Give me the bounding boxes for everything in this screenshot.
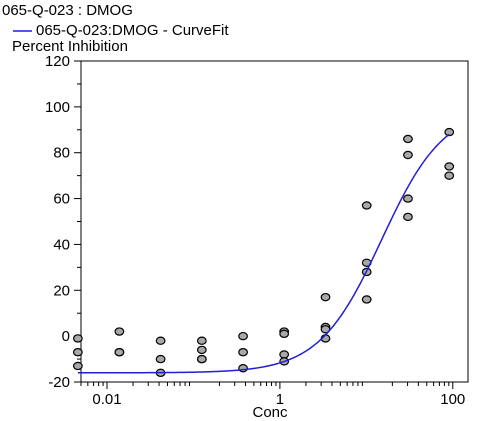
data-point (196, 345, 207, 355)
x-tick-label: 0.01 (92, 391, 121, 408)
legend-entry: 065-Q-023:DMOG - CurveFit (36, 22, 229, 39)
y-tick-label: 40 (53, 236, 70, 253)
data-point (279, 329, 290, 339)
data-point (403, 150, 413, 160)
plot-frame (80, 60, 469, 383)
y-tick-label: 20 (53, 282, 70, 299)
x-tick-label: 100 (440, 391, 465, 408)
data-point (403, 134, 413, 144)
data-point (155, 354, 166, 364)
data-point (72, 361, 83, 371)
data-point (72, 347, 83, 357)
x-axis: 0.01 1 100 (80, 382, 465, 408)
data-point (238, 364, 248, 373)
data-point (279, 350, 290, 359)
data-point (72, 334, 83, 343)
data-point (403, 194, 413, 203)
data-point (320, 292, 331, 302)
y-axis-label: Percent Inhibition (12, 38, 128, 55)
data-point (196, 354, 207, 364)
data-point (444, 162, 455, 171)
data-point (361, 295, 372, 304)
y-tick-label: 60 (53, 191, 70, 208)
curve-fit-line (77, 133, 450, 374)
y-tick-label: 120 (45, 53, 70, 70)
x-axis-label: Conc (252, 404, 288, 421)
y-tick-label: 80 (53, 145, 70, 162)
data-point (196, 336, 207, 345)
y-tick-label: 100 (45, 99, 70, 116)
data-point (114, 347, 125, 357)
y-tick-label: 0 (62, 328, 70, 345)
plot-area: -20 0 20 40 60 80 100 120 0.01 1 100 (45, 53, 469, 408)
y-axis: -20 0 20 40 60 80 100 120 (45, 53, 81, 391)
data-point (238, 331, 248, 341)
data-point (361, 201, 372, 210)
data-points (72, 127, 455, 378)
x-tick-label: 1 (276, 391, 284, 408)
data-point (403, 212, 413, 222)
y-tick-label: -20 (48, 374, 70, 391)
data-point (114, 327, 125, 336)
data-point (155, 336, 166, 345)
data-point (444, 171, 455, 180)
data-point (444, 127, 455, 137)
chart-title: 065-Q-023 : DMOG (2, 2, 133, 19)
data-point (238, 347, 248, 357)
